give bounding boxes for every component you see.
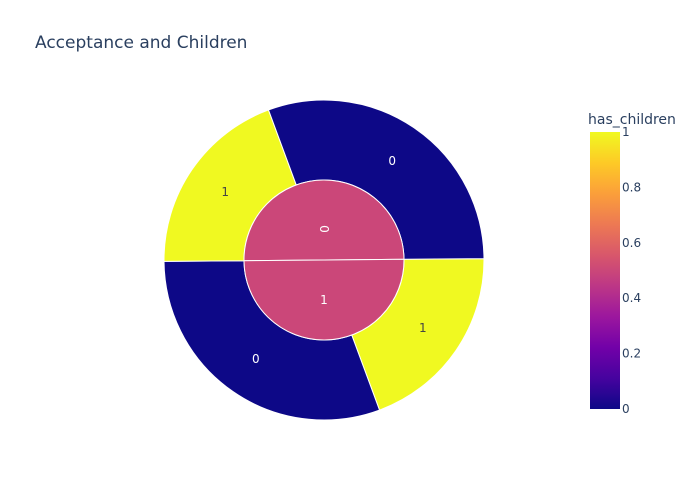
colorbar-tick-label: 0.6 — [622, 236, 641, 250]
chart-title: Acceptance and Children — [35, 33, 248, 53]
inner-segment-label: 1 — [320, 293, 328, 307]
colorbar-tick-label: 0.4 — [622, 291, 641, 305]
inner-segment[interactable] — [243, 258, 405, 341]
outer-segment-label: 1 — [221, 185, 229, 199]
colorbar-tick-label: 1 — [622, 125, 630, 139]
outer-segment-label: 0 — [388, 154, 396, 168]
outer-segment-label: 1 — [419, 321, 427, 335]
colorbar-title: has_children — [588, 112, 676, 128]
inner-segment-label: 0 — [317, 225, 331, 233]
colorbar — [590, 132, 620, 409]
colorbar-tick-label: 0 — [622, 402, 630, 416]
outer-segment-label: 0 — [252, 352, 260, 366]
colorbar-tick-label: 0.2 — [622, 347, 641, 361]
colorbar-tick-label: 0.8 — [622, 180, 641, 194]
inner-segment[interactable] — [243, 179, 405, 262]
